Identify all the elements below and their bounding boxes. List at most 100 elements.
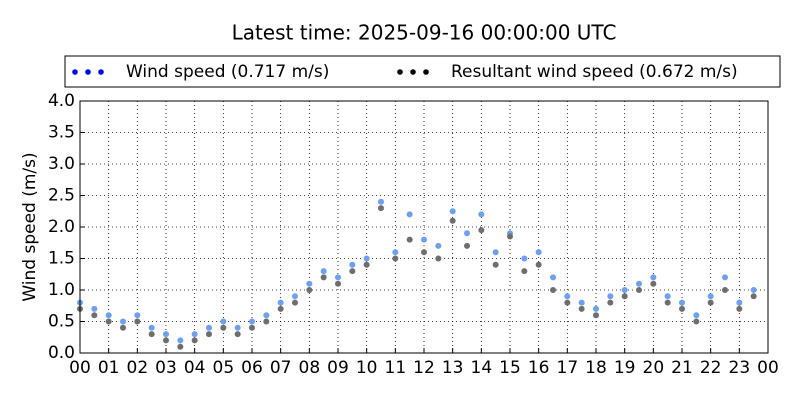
data-point xyxy=(535,249,542,256)
data-point xyxy=(507,233,513,240)
data-point xyxy=(320,274,327,281)
data-point xyxy=(277,299,284,306)
x-tick-label: 10 xyxy=(356,358,378,378)
plot-frame xyxy=(79,100,769,354)
x-tick-label: 02 xyxy=(127,358,149,378)
data-point xyxy=(91,312,98,319)
data-point xyxy=(292,293,298,300)
x-tick-label: 11 xyxy=(385,358,407,378)
x-tick-label: 03 xyxy=(155,358,177,378)
data-point xyxy=(593,312,599,319)
data-point xyxy=(249,318,255,325)
x-tick-label: 16 xyxy=(528,358,550,378)
data-point xyxy=(363,261,370,268)
data-point xyxy=(120,318,126,325)
x-tick-label: 17 xyxy=(557,358,579,378)
x-tick-label: 01 xyxy=(98,358,120,378)
data-point xyxy=(363,255,370,262)
data-point xyxy=(105,318,112,325)
data-point xyxy=(679,299,685,306)
x-tick-label: 00 xyxy=(757,358,779,378)
x-tick-label: 09 xyxy=(327,358,349,378)
y-tick-label: 3.5 xyxy=(48,123,75,143)
data-point xyxy=(306,280,313,287)
data-point xyxy=(105,312,112,319)
data-point xyxy=(464,230,470,237)
y-tick-label: 1.0 xyxy=(48,280,75,300)
data-point xyxy=(263,312,270,319)
legend-box xyxy=(64,55,781,88)
data-point xyxy=(535,261,542,268)
legend-marker xyxy=(72,69,78,75)
data-point xyxy=(191,331,198,338)
data-point xyxy=(177,337,184,344)
data-point xyxy=(722,274,728,281)
data-point xyxy=(478,227,485,234)
legend-label: Wind speed (0.717 m/s) xyxy=(126,62,329,82)
data-point xyxy=(593,305,599,312)
data-point xyxy=(120,324,126,331)
x-tick-label: 07 xyxy=(270,358,292,378)
x-tick-label: 21 xyxy=(671,358,693,378)
data-point xyxy=(134,318,141,325)
legend-marker xyxy=(85,69,91,75)
data-point xyxy=(664,293,671,300)
legend-marker xyxy=(98,69,104,75)
data-point xyxy=(263,318,270,325)
data-point xyxy=(349,261,356,268)
data-point xyxy=(249,324,255,331)
x-tick-label: 12 xyxy=(413,358,435,378)
data-point xyxy=(378,198,384,205)
data-point xyxy=(636,280,642,287)
data-point xyxy=(134,312,141,319)
y-tick-label: 2.0 xyxy=(48,217,75,237)
x-tick-label: 19 xyxy=(614,358,636,378)
x-tick-label: 23 xyxy=(729,358,751,378)
x-tick-label: 00 xyxy=(69,358,91,378)
data-point xyxy=(492,249,499,256)
legend-marker xyxy=(423,69,429,75)
y-tick-label: 0.0 xyxy=(48,343,75,363)
data-point xyxy=(206,324,212,331)
x-tick-label: 22 xyxy=(700,358,722,378)
y-tick-label: 0.5 xyxy=(48,312,75,332)
data-point xyxy=(464,242,470,249)
data-point xyxy=(550,274,556,281)
data-point xyxy=(492,261,499,268)
data-point xyxy=(163,337,169,344)
data-point xyxy=(349,268,356,275)
data-point xyxy=(206,331,212,338)
data-point xyxy=(679,305,685,312)
data-point xyxy=(736,305,743,312)
data-point xyxy=(392,255,399,262)
data-point xyxy=(406,211,413,218)
data-point xyxy=(636,287,642,293)
data-point xyxy=(736,299,743,306)
data-point xyxy=(707,293,714,300)
x-tick-label: 20 xyxy=(643,358,665,378)
data-point xyxy=(449,208,456,215)
x-tick-label: 05 xyxy=(213,358,235,378)
data-point xyxy=(148,324,155,331)
data-point xyxy=(449,217,456,224)
data-point xyxy=(378,205,384,212)
x-tick-label: 08 xyxy=(299,358,321,378)
data-point xyxy=(650,280,657,287)
data-point xyxy=(191,337,198,344)
x-tick-label: 13 xyxy=(442,358,464,378)
x-tick-label: 14 xyxy=(471,358,493,378)
legend-marker xyxy=(410,69,416,75)
data-point xyxy=(621,287,628,293)
x-tick-label: 04 xyxy=(184,358,206,378)
y-axis-label: Wind speed (m/s) xyxy=(20,152,40,301)
data-point xyxy=(220,324,227,331)
data-point xyxy=(707,299,714,306)
data-point xyxy=(750,287,757,293)
y-tick-label: 4.0 xyxy=(48,91,75,111)
data-point xyxy=(693,312,700,319)
data-point xyxy=(148,331,155,338)
x-tick-label: 06 xyxy=(241,358,263,378)
data-point xyxy=(177,343,184,350)
data-point xyxy=(320,268,327,275)
